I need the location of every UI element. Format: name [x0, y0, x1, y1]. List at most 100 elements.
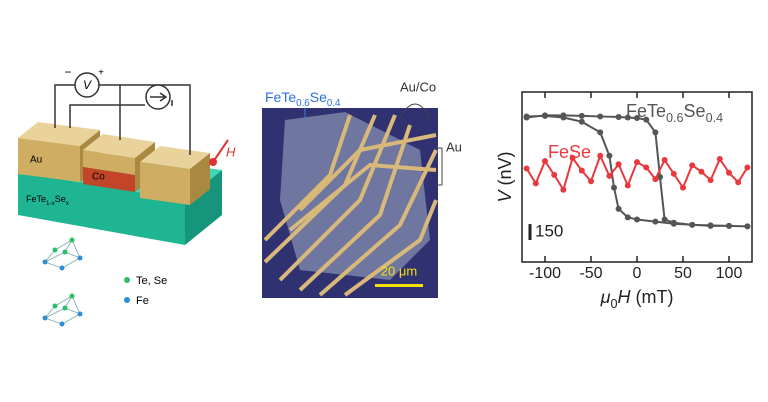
- data-point: [634, 159, 640, 166]
- data-point: [726, 222, 732, 229]
- data-point: [661, 157, 668, 163]
- data-point: [523, 113, 530, 120]
- field-dot: [209, 158, 217, 166]
- data-point: [615, 113, 622, 120]
- te-se-legend: Te, Se: [136, 275, 167, 287]
- text-part: 0: [610, 297, 617, 311]
- data-point: [652, 218, 659, 225]
- data-point: [542, 158, 548, 165]
- field-label: H: [226, 144, 236, 159]
- data-point: [597, 113, 604, 120]
- data-point: [689, 221, 696, 228]
- data-point: [698, 168, 705, 175]
- data-point: [707, 177, 714, 184]
- data-point: [597, 152, 604, 159]
- data-point: [634, 216, 640, 223]
- text-part: μ: [600, 287, 611, 307]
- x-tick-label: 50: [674, 265, 692, 282]
- data-point: [611, 184, 617, 191]
- data-point: [657, 174, 663, 180]
- x-tick-label: 0: [633, 265, 642, 282]
- wires: [54, 84, 191, 155]
- au-front: [18, 138, 80, 182]
- data-point: [689, 162, 696, 169]
- co-top: [83, 134, 155, 158]
- text-part: (nV): [495, 151, 515, 190]
- data-point: [652, 129, 659, 136]
- x-axis-label: μ0H (mT): [600, 287, 674, 312]
- data-point: [588, 178, 594, 185]
- data-point: [551, 171, 558, 178]
- data-point: [735, 179, 742, 186]
- data-point: [606, 172, 613, 179]
- data-point: [716, 155, 723, 162]
- micrograph: FeTe0.6Se0.4 Au/Co Au 20 μm: [262, 79, 462, 298]
- x-tick-label: -50: [579, 265, 602, 282]
- data-point: [643, 164, 650, 171]
- text-part: 0.6: [296, 98, 310, 109]
- data-point: [560, 186, 567, 193]
- legend-label: FeSe: [548, 142, 591, 162]
- field-arrow: [212, 139, 229, 163]
- data-point: [661, 216, 668, 223]
- legend-label: FeTe0.6Se0.4: [626, 101, 723, 126]
- text-part: Se: [55, 194, 66, 204]
- au-contact-label: Au: [446, 139, 462, 154]
- data-point: [744, 223, 751, 230]
- atoms: [42, 237, 130, 327]
- minus-sign: −: [64, 65, 71, 79]
- data-point: [624, 182, 631, 189]
- device-schematic: V − + H Au Co FeTe1-xSex Te, Se Fe: [18, 65, 236, 327]
- data-point: [606, 152, 613, 159]
- substrate-side: [185, 170, 222, 245]
- co-label: Co: [92, 172, 105, 183]
- voltmeter-label: V: [83, 78, 92, 92]
- au2-side: [190, 153, 210, 205]
- text-part: FeTe: [265, 89, 296, 105]
- data-point: [542, 112, 548, 119]
- data-point: [744, 164, 751, 171]
- voltmeter: [74, 72, 100, 98]
- data-point: [597, 129, 604, 136]
- data-point: [624, 114, 631, 121]
- au-label: Au: [30, 155, 42, 166]
- au2-front: [140, 162, 190, 205]
- au-top: [18, 122, 100, 146]
- contact-brackets: [399, 103, 443, 186]
- plus-sign: +: [98, 68, 104, 79]
- text-part: 0.4: [327, 98, 341, 109]
- data-point: [670, 170, 677, 177]
- x-tick-label: -100: [529, 265, 561, 282]
- text-part: V: [495, 189, 515, 203]
- material-label: FeTe0.6Se0.4: [265, 89, 341, 109]
- fe-legend: Fe: [136, 295, 149, 307]
- text-part: FeTe: [626, 101, 666, 121]
- data-point: [624, 214, 631, 221]
- substrate-label: FeTe1-xSex: [26, 194, 70, 207]
- data-point: [532, 180, 539, 187]
- data-point: [670, 220, 677, 227]
- contacts: [263, 114, 438, 297]
- x-tick-label: 100: [716, 265, 743, 282]
- crystal-structure: [43, 239, 81, 325]
- co-au-front: [83, 150, 135, 175]
- substrate-front: [18, 172, 185, 245]
- data-point: [652, 176, 659, 183]
- data-point: [578, 167, 585, 174]
- data-point: [634, 115, 640, 122]
- current-arrow: [150, 92, 168, 102]
- text-part: (mT): [630, 287, 673, 307]
- data-point: [726, 169, 732, 176]
- y-axis-label: V (nV): [495, 151, 515, 202]
- data-point: [615, 161, 622, 168]
- text-part: x: [66, 200, 70, 207]
- text-part: H: [617, 287, 631, 307]
- co-front: [83, 167, 135, 192]
- text-part: 0.4: [706, 111, 724, 125]
- data-point: [560, 114, 567, 121]
- data-point: [578, 112, 585, 119]
- data-point: [569, 154, 576, 161]
- text-part: Se: [684, 101, 706, 121]
- au2-top: [140, 146, 210, 169]
